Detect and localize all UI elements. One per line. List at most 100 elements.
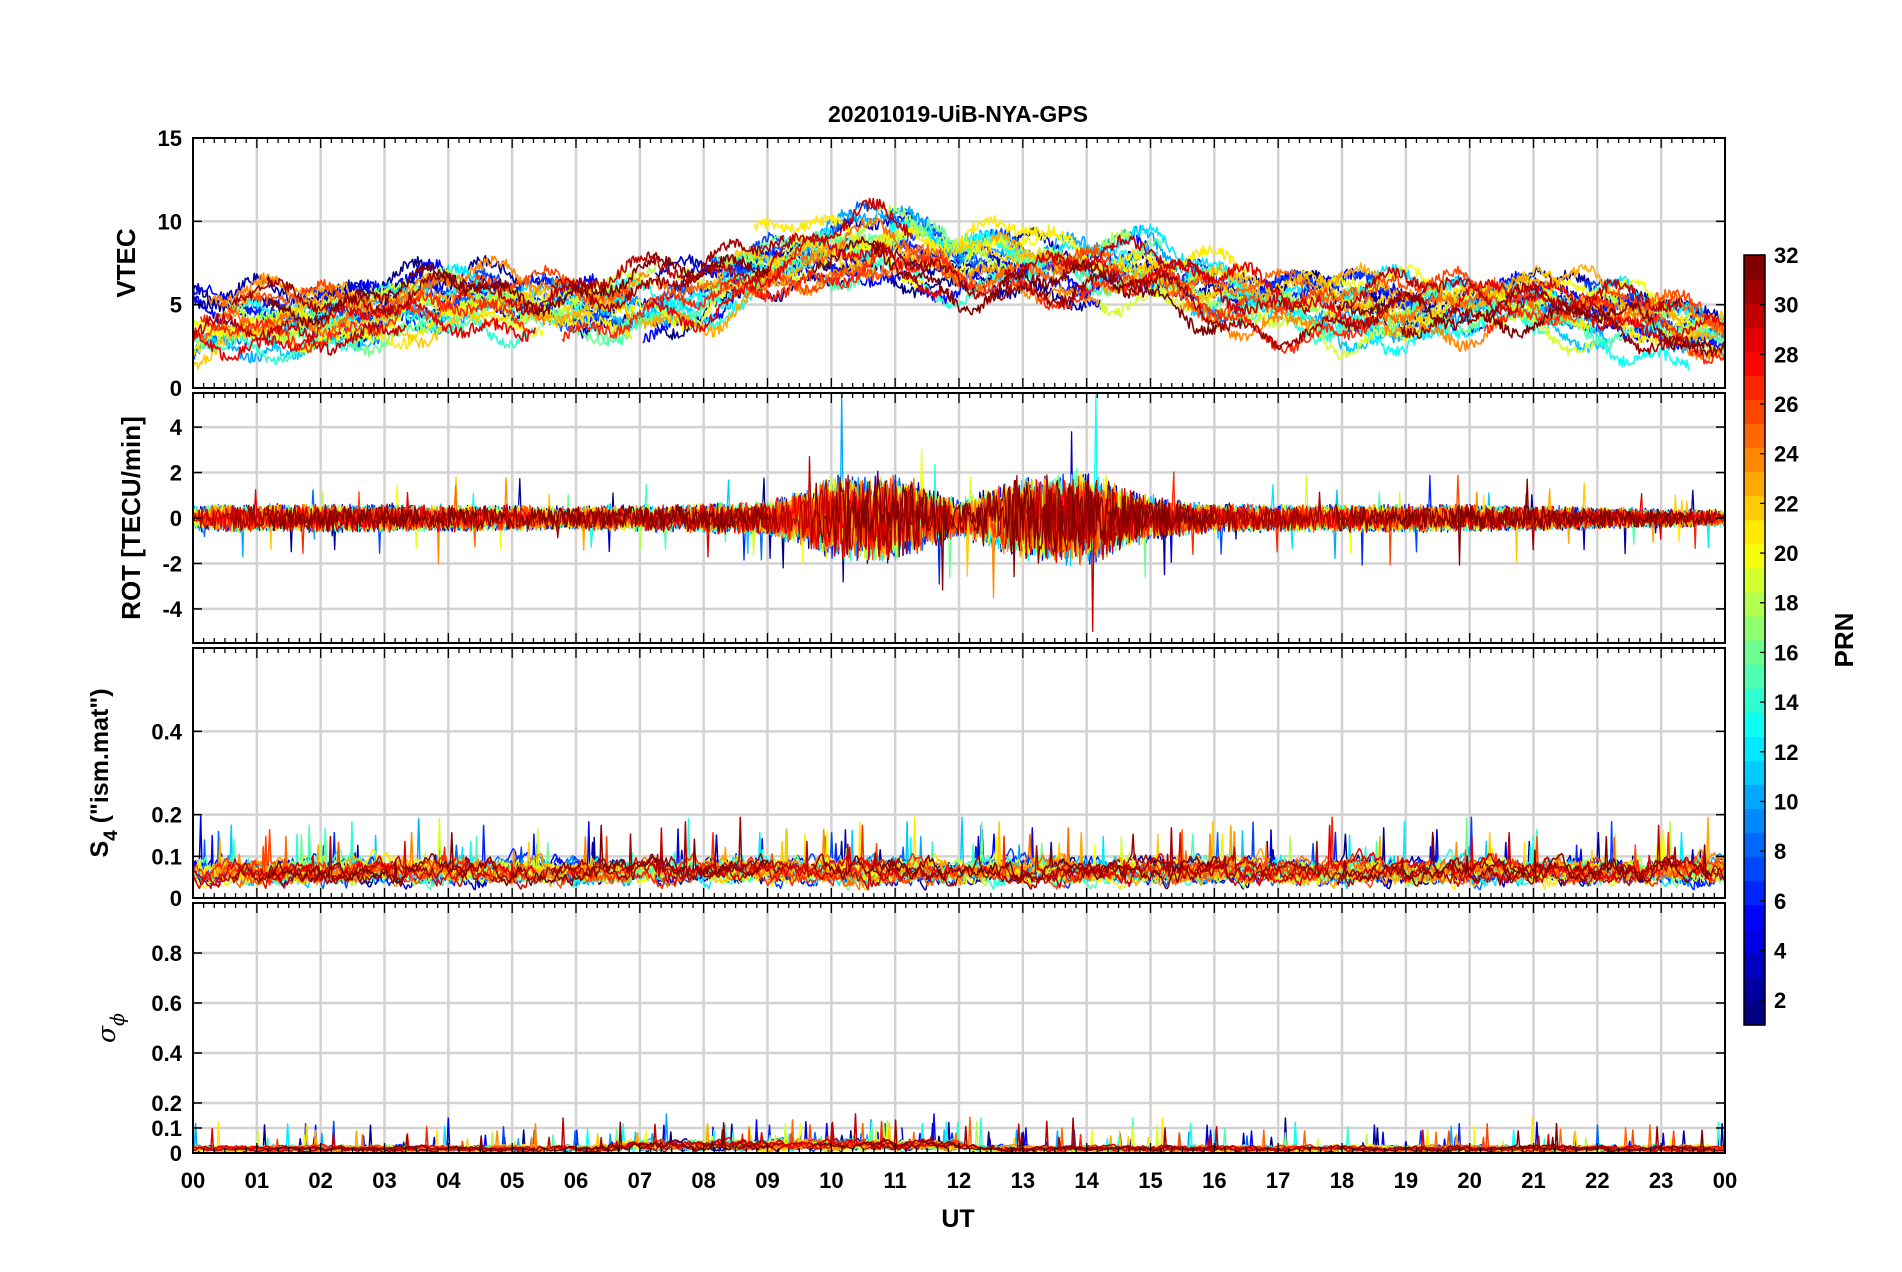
x-tick-label: 01 (245, 1168, 269, 1193)
x-tick-label: 00 (181, 1168, 205, 1193)
y-tick-label: 0.8 (151, 941, 182, 966)
y-tick-label: 0.1 (151, 1116, 182, 1141)
vtec-series-line (561, 242, 887, 343)
panel-vtec-ylabel: VTEC (111, 228, 141, 298)
colorbar-cell (1744, 255, 1765, 280)
x-tick-label: 19 (1394, 1168, 1418, 1193)
x-tick-label: 15 (1138, 1168, 1162, 1193)
colorbar-cell (1744, 303, 1765, 328)
colorbar-cell (1744, 399, 1765, 425)
vtec-series-line (1336, 290, 1712, 351)
x-tick-label: 09 (755, 1168, 779, 1193)
vtec-series-line (193, 264, 633, 341)
y-tick-label: 0 (170, 376, 182, 401)
vtec-series-line (193, 298, 536, 362)
colorbar-cell (1744, 640, 1765, 665)
colorbar-cell (1744, 808, 1765, 834)
x-tick-label: 08 (691, 1168, 715, 1193)
vtec-series-line (753, 214, 1252, 276)
x-tick-label: 11 (884, 1168, 907, 1193)
y-tick-label: 5 (170, 293, 182, 318)
sigma-ylabel-main: σ (92, 1025, 121, 1043)
x-tick-label: 02 (308, 1168, 332, 1193)
colorbar-tick-label: 4 (1774, 938, 1787, 963)
s4-series-line (905, 816, 1369, 885)
panel-s4-series (193, 815, 1725, 891)
colorbar-cell (1744, 543, 1765, 569)
y-tick-label: 0.2 (151, 1091, 182, 1116)
colorbar-cell (1744, 447, 1765, 473)
s4-series-line (643, 846, 951, 886)
colorbar-tick-label: 20 (1774, 541, 1798, 566)
colorbar-cell (1744, 1000, 1765, 1026)
x-tick-label: 06 (564, 1168, 588, 1193)
colorbar-tick-label: 2 (1774, 988, 1786, 1013)
vtec-series-line (1483, 292, 1725, 365)
panel-sigma-phi-ticks (192, 903, 1726, 1154)
colorbar-cell (1744, 591, 1765, 617)
colorbar-tick-label: 10 (1774, 789, 1798, 814)
y-tick-label: 0 (170, 886, 182, 911)
x-tick-label: 05 (500, 1168, 524, 1193)
sigma-phi-series-line (870, 1117, 1379, 1153)
panel-sigma-phi-ytick-labels: 00.10.2 0.4 0.6 0.8 (151, 941, 182, 1166)
sigma-phi-series-line (200, 1126, 528, 1153)
panel-vtec-series (193, 197, 1725, 371)
x-tick-label: 22 (1585, 1168, 1609, 1193)
panel-s4: 0 0.1 0.2 0.4 S4 ("ism.mat") (86, 647, 1726, 911)
y-tick-label: -4 (162, 597, 182, 622)
x-tick-label: 07 (628, 1168, 652, 1193)
colorbar-cell (1744, 664, 1765, 689)
colorbar-cell (1744, 760, 1765, 785)
s4-series-line (810, 848, 1218, 890)
y-tick-label: 0.2 (151, 803, 182, 828)
vtec-series-line (811, 236, 1218, 336)
x-axis-tick-labels: 00 01 02 03 04 05 06 07 08 09 10 11 12 13 14 15 16 17 18 19… (181, 1168, 1737, 1193)
rot-series-line (810, 473, 1218, 591)
s4-series-line (1400, 846, 1725, 886)
s4-series-line (193, 828, 633, 889)
colorbar-tick-label: 16 (1774, 640, 1798, 665)
colorbar-cell (1744, 423, 1765, 449)
colorbar-tick-label: 28 (1774, 342, 1798, 367)
colorbar-cell (1744, 375, 1765, 400)
s4-ylabel-main: S (86, 841, 114, 858)
sigma-phi-series-line (267, 1121, 769, 1153)
x-tick-label: 16 (1202, 1168, 1226, 1193)
vtec-series-line (1003, 234, 1311, 315)
colorbar-cell (1744, 688, 1765, 713)
colorbar-cell (1744, 880, 1765, 906)
s4-series-line (456, 827, 912, 891)
panel-rot-series (193, 394, 1725, 633)
s4-series-line (267, 824, 770, 887)
panel-rot-ticks (192, 393, 1726, 643)
y-tick-label: 15 (158, 126, 182, 151)
vtec-series-line (1526, 288, 1725, 332)
colorbar-tick-label: 14 (1774, 690, 1799, 715)
colorbar-tick-label: 6 (1774, 889, 1786, 914)
colorbar-cell (1744, 832, 1765, 858)
panel-rot-ytick-labels: -4 -2 0 2 4 (162, 415, 182, 622)
panel-sigma-phi: 00.10.2 0.4 0.6 0.8 σϕ (92, 902, 1726, 1166)
panel-s4-grid (193, 648, 1725, 898)
sigma-ylabel-sub: ϕ (107, 1013, 129, 1026)
sigma-phi-series-line (1336, 1123, 1712, 1153)
vtec-series-line (870, 240, 1379, 351)
colorbar-cell (1744, 856, 1765, 882)
s4-series-line (870, 827, 1379, 890)
colorbar-cell (1744, 471, 1765, 497)
panel-vtec-ticks (192, 137, 1726, 389)
colorbar-tick-label: 18 (1774, 591, 1798, 616)
colorbar-cell (1744, 567, 1765, 593)
colorbar-tick-label: 32 (1774, 243, 1798, 268)
y-tick-label: 4 (170, 415, 183, 440)
x-tick-label: 18 (1330, 1168, 1354, 1193)
sigma-phi-series-line (551, 1129, 784, 1153)
x-tick-label: 14 (1074, 1168, 1099, 1193)
y-tick-label: 0 (170, 1141, 182, 1166)
chart-title: 20201019-UiB-NYA-GPS (828, 101, 1088, 127)
vtec-series-line (231, 271, 468, 316)
s4-ylabel-rest: ("ism.mat") (86, 688, 114, 830)
vtec-series-line (1098, 284, 1596, 360)
